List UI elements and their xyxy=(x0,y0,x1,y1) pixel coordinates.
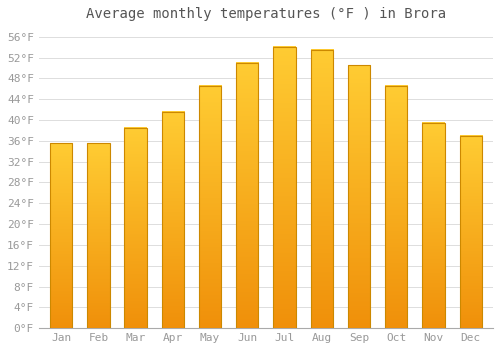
Bar xyxy=(274,47,295,328)
Bar xyxy=(124,128,147,328)
Bar xyxy=(348,65,370,328)
Bar xyxy=(460,135,482,328)
Bar xyxy=(87,144,110,328)
Bar xyxy=(385,86,407,328)
Bar xyxy=(422,122,444,328)
Bar xyxy=(162,112,184,328)
Bar xyxy=(310,50,333,328)
Bar xyxy=(50,144,72,328)
Bar xyxy=(199,86,222,328)
Title: Average monthly temperatures (°F ) in Brora: Average monthly temperatures (°F ) in Br… xyxy=(86,7,446,21)
Bar xyxy=(236,63,258,328)
